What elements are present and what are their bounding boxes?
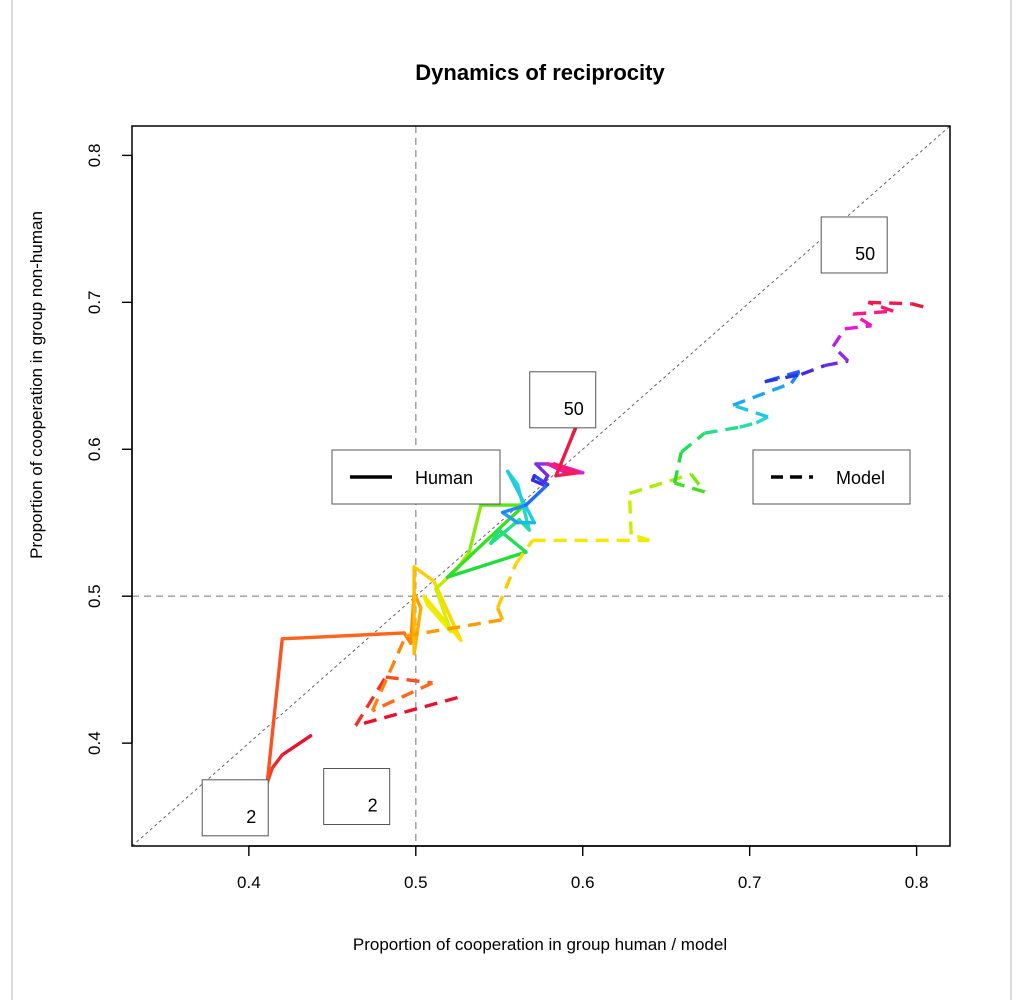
series-segment — [824, 359, 849, 368]
legend-label: Model — [836, 468, 885, 488]
annotation-label: 2 — [368, 796, 378, 816]
series-model — [354, 300, 924, 728]
series-segment — [844, 324, 872, 331]
series-segment — [554, 471, 580, 478]
series-segment — [496, 563, 518, 609]
ticks: 0.4 0.5 0.6 0.7 0.8 0.4 0.5 0.6 0.7 0.8 — [85, 144, 928, 892]
series-segment — [371, 681, 434, 713]
series-segment — [672, 451, 683, 484]
y-tick-label: 0.6 — [85, 437, 104, 461]
data-series — [265, 300, 924, 785]
reference-line-diagonal — [131, 125, 951, 847]
series-segment — [689, 473, 706, 493]
series-segment — [280, 631, 406, 641]
series-segment — [385, 675, 433, 685]
series-segment — [500, 510, 520, 525]
x-tick-label: 0.6 — [571, 873, 595, 892]
series-segment — [265, 637, 284, 785]
annotation-label: 2 — [246, 807, 256, 827]
series-segment — [505, 469, 537, 525]
series-segment — [524, 482, 550, 507]
series-segment — [853, 309, 894, 316]
series-segment — [280, 734, 313, 757]
series-segment — [831, 327, 847, 348]
series-segment — [739, 421, 757, 429]
series-segment — [445, 550, 528, 579]
y-tick-label: 0.8 — [85, 144, 104, 168]
series-segment — [868, 300, 912, 306]
annotation-human-end: 50 — [529, 371, 597, 429]
series-segment — [911, 302, 924, 309]
series-segment — [270, 753, 284, 770]
series-segment — [680, 431, 706, 454]
series-human — [265, 421, 585, 785]
series-segment — [489, 518, 521, 546]
annotation-box — [529, 371, 597, 429]
series-segment — [354, 676, 388, 727]
series-segment — [412, 565, 436, 584]
series-segment — [355, 695, 458, 728]
x-tick-label: 0.4 — [237, 873, 261, 892]
annotation-box — [201, 779, 269, 837]
series-segment — [434, 587, 453, 634]
series-segment — [432, 579, 463, 642]
series-segment — [552, 462, 580, 475]
chart-title: Dynamics of reciprocity — [415, 60, 665, 85]
series-segment — [370, 635, 408, 712]
series-segment — [852, 312, 873, 328]
series-segment — [674, 481, 706, 494]
annotation-box — [323, 768, 391, 826]
annotation-label: 50 — [855, 244, 875, 264]
legend-label: Human — [415, 468, 473, 488]
series-segment — [628, 472, 692, 495]
series-segment — [831, 345, 850, 363]
annotation-box — [820, 216, 888, 274]
series-segment — [534, 462, 550, 478]
x-tick-label: 0.8 — [905, 873, 929, 892]
series-segment — [630, 532, 651, 542]
x-tick-label: 0.5 — [404, 873, 428, 892]
legends: Human Model — [331, 449, 911, 505]
series-segment — [732, 381, 793, 407]
legend-model: Model — [752, 449, 911, 505]
series-segment — [627, 493, 633, 535]
annotation-human-start: 2 — [201, 779, 269, 837]
series-segment — [500, 503, 528, 515]
series-segment — [530, 478, 545, 487]
x-axis-label: Proportion of cooperation in group human… — [353, 935, 727, 954]
legend-human: Human — [331, 449, 501, 505]
series-segment — [764, 372, 802, 384]
series-segment — [496, 607, 505, 621]
annotation-label: 50 — [564, 399, 584, 419]
series-segment — [425, 603, 453, 634]
series-segment — [405, 618, 503, 638]
x-tick-label: 0.7 — [738, 873, 762, 892]
annotation-model-end: 50 — [820, 216, 888, 274]
series-segment — [732, 403, 769, 419]
series-segment — [800, 363, 826, 376]
series-segment — [514, 539, 535, 565]
series-segment — [422, 594, 463, 642]
annotations: 2 2 50 50 — [201, 216, 888, 837]
y-tick-label: 0.5 — [85, 584, 104, 608]
y-tick-label: 0.7 — [85, 291, 104, 315]
series-segment — [704, 425, 740, 435]
series-segment — [467, 503, 483, 554]
annotation-model-start: 2 — [323, 768, 391, 826]
y-tick-label: 0.4 — [85, 731, 104, 755]
y-axis-label: Proportion of cooperation in group non-h… — [27, 211, 46, 559]
